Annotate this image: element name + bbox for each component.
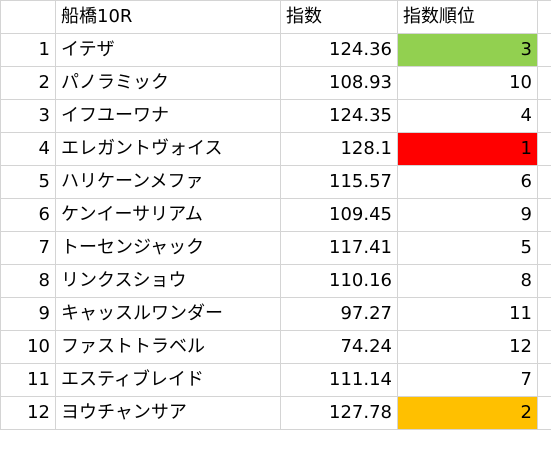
empty-cell[interactable]: [537, 396, 551, 430]
row-number-cell[interactable]: [0, 0, 56, 34]
empty-cell[interactable]: [537, 363, 551, 397]
horse-name-cell[interactable]: ハリケーンメファ: [55, 165, 281, 199]
empty-cell[interactable]: [537, 231, 551, 265]
empty-cell[interactable]: [537, 198, 551, 232]
horse-name-cell[interactable]: エレガントヴォイス: [55, 132, 281, 166]
horse-name-cell[interactable]: ファストトラベル: [55, 330, 281, 364]
row-number-cell[interactable]: 10: [0, 330, 56, 364]
horse-name-cell[interactable]: ヨウチャンサア: [55, 396, 281, 430]
index-rank-cell[interactable]: 10: [397, 66, 538, 100]
row-number-cell[interactable]: 1: [0, 33, 56, 67]
row-number-cell[interactable]: 11: [0, 363, 56, 397]
index-value-cell[interactable]: 111.14: [280, 363, 398, 397]
horse-name-cell[interactable]: イフユーワナ: [55, 99, 281, 133]
index-value-cell[interactable]: 109.45: [280, 198, 398, 232]
index-value-cell[interactable]: 128.1: [280, 132, 398, 166]
header-race-cell[interactable]: 船橋10R: [55, 0, 281, 34]
row-number-cell[interactable]: 12: [0, 396, 56, 430]
horse-name-cell[interactable]: ケンイーサリアム: [55, 198, 281, 232]
horse-name-cell[interactable]: イテザ: [55, 33, 281, 67]
index-value-cell[interactable]: 124.36: [280, 33, 398, 67]
row-number-cell[interactable]: 8: [0, 264, 56, 298]
empty-cell[interactable]: [537, 264, 551, 298]
table-row: 2 パノラミック 108.93 10: [0, 66, 551, 100]
table-row: 1 イテザ 124.36 3: [0, 33, 551, 67]
table-row: 12 ヨウチャンサア 127.78 2: [0, 396, 551, 430]
table-row: 5 ハリケーンメファ 115.57 6: [0, 165, 551, 199]
index-rank-cell[interactable]: 3: [397, 33, 538, 67]
table-row: 6 ケンイーサリアム 109.45 9: [0, 198, 551, 232]
index-value-cell[interactable]: 124.35: [280, 99, 398, 133]
index-rank-cell[interactable]: 4: [397, 99, 538, 133]
table-row: 9 キャッスルワンダー 97.27 11: [0, 297, 551, 331]
index-value-cell[interactable]: 74.24: [280, 330, 398, 364]
row-number-cell[interactable]: 7: [0, 231, 56, 265]
index-rank-cell[interactable]: 9: [397, 198, 538, 232]
table-row: 7 トーセンジャック 117.41 5: [0, 231, 551, 265]
row-number-cell[interactable]: 6: [0, 198, 56, 232]
index-rank-cell[interactable]: 2: [397, 396, 538, 430]
index-rank-cell[interactable]: 11: [397, 297, 538, 331]
table-row: 3 イフユーワナ 124.35 4: [0, 99, 551, 133]
table-row: 8 リンクスショウ 110.16 8: [0, 264, 551, 298]
empty-cell[interactable]: [537, 99, 551, 133]
index-rank-cell[interactable]: 5: [397, 231, 538, 265]
index-value-cell[interactable]: 108.93: [280, 66, 398, 100]
row-number-cell[interactable]: 3: [0, 99, 56, 133]
index-value-cell[interactable]: 117.41: [280, 231, 398, 265]
empty-cell[interactable]: [537, 330, 551, 364]
horse-name-cell[interactable]: パノラミック: [55, 66, 281, 100]
header-rank-cell[interactable]: 指数順位: [397, 0, 538, 34]
table-row: 11 エスティブレイド 111.14 7: [0, 363, 551, 397]
table-row: 4 エレガントヴォイス 128.1 1: [0, 132, 551, 166]
horse-name-cell[interactable]: エスティブレイド: [55, 363, 281, 397]
empty-cell[interactable]: [537, 33, 551, 67]
row-number-cell[interactable]: 4: [0, 132, 56, 166]
index-value-cell[interactable]: 115.57: [280, 165, 398, 199]
empty-cell[interactable]: [537, 66, 551, 100]
index-rank-cell[interactable]: 7: [397, 363, 538, 397]
empty-cell[interactable]: [537, 0, 551, 34]
header-index-cell[interactable]: 指数: [280, 0, 398, 34]
index-rank-cell[interactable]: 6: [397, 165, 538, 199]
index-rank-cell[interactable]: 8: [397, 264, 538, 298]
row-number-cell[interactable]: 9: [0, 297, 56, 331]
header-row: 船橋10R 指数 指数順位: [0, 0, 551, 34]
table-row: 10 ファストトラベル 74.24 12: [0, 330, 551, 364]
sheet-body: 船橋10R 指数 指数順位 1 イテザ 124.36 3 2 パノラミック 108.93 10…: [0, 0, 551, 430]
index-value-cell[interactable]: 97.27: [280, 297, 398, 331]
horse-name-cell[interactable]: リンクスショウ: [55, 264, 281, 298]
horse-name-cell[interactable]: キャッスルワンダー: [55, 297, 281, 331]
index-rank-cell[interactable]: 1: [397, 132, 538, 166]
index-rank-cell[interactable]: 12: [397, 330, 538, 364]
index-value-cell[interactable]: 127.78: [280, 396, 398, 430]
horse-name-cell[interactable]: トーセンジャック: [55, 231, 281, 265]
empty-cell[interactable]: [537, 297, 551, 331]
spreadsheet-grid: 船橋10R 指数 指数順位 1 イテザ 124.36 3 2 パノラミック 108.93 10…: [0, 0, 551, 430]
row-number-cell[interactable]: 2: [0, 66, 56, 100]
row-number-cell[interactable]: 5: [0, 165, 56, 199]
empty-cell[interactable]: [537, 165, 551, 199]
index-value-cell[interactable]: 110.16: [280, 264, 398, 298]
empty-cell[interactable]: [537, 132, 551, 166]
